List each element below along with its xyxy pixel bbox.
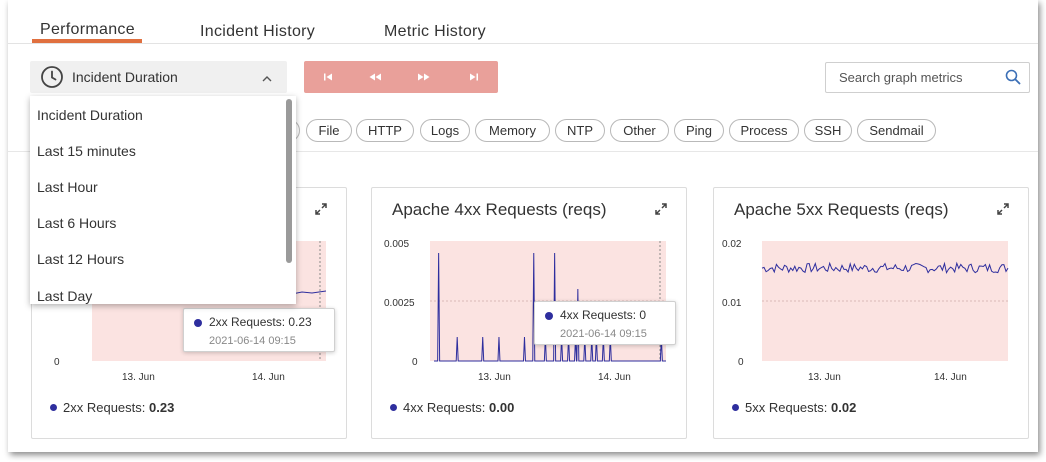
legend-label: 2xx Requests:	[63, 400, 146, 415]
chart-tooltip: 4xx Requests: 0 2021-06-14 09:15	[534, 301, 676, 345]
chart-title: Apache 5xx Requests (reqs)	[734, 200, 949, 219]
dropdown-scrollbar[interactable]	[286, 99, 292, 263]
skip-end-icon[interactable]	[467, 70, 481, 84]
duration-select-value: Incident Duration	[72, 69, 178, 85]
chip-ntp[interactable]: NTP	[555, 119, 605, 142]
chart-legend: 4xx Requests: 0.00	[390, 400, 514, 415]
duration-option-15min[interactable]: Last 15 minutes	[37, 143, 136, 159]
x-tick-label: 14. Jun	[934, 372, 967, 383]
expand-icon[interactable]	[996, 202, 1010, 221]
y-tick-label: 0.0025	[384, 298, 415, 309]
chip-file[interactable]: File	[306, 119, 352, 142]
y-tick-label: 0.005	[384, 239, 409, 250]
search-icon[interactable]	[1005, 69, 1021, 90]
chart-card-4xx: 0.005 0.0025 0 13. Jun 14. Jun Apache 4x…	[371, 187, 687, 439]
duration-option-12hours[interactable]: Last 12 Hours	[37, 251, 125, 267]
legend-value: 0.02	[831, 400, 857, 415]
x-tick-label: 13. Jun	[478, 372, 511, 383]
legend-marker	[732, 404, 739, 411]
chart-5xx: 0.02 0.01 0 13. Jun 14. Jun	[722, 239, 1009, 383]
fast-forward-icon[interactable]	[417, 70, 431, 84]
chip-sendmail[interactable]: Sendmail	[857, 119, 936, 142]
series-marker	[545, 312, 553, 320]
x-tick-label: 14. Jun	[252, 372, 285, 383]
y-tick-label: 0.01	[722, 298, 742, 309]
series-marker	[194, 319, 202, 327]
chip-logs[interactable]: Logs	[420, 119, 470, 142]
x-tick-label: 13. Jun	[122, 372, 155, 383]
y-tick-label: 0	[54, 357, 60, 368]
rewind-icon[interactable]	[368, 70, 382, 84]
chip-process[interactable]: Process	[729, 119, 799, 142]
tab-incident-history[interactable]: Incident History	[200, 23, 316, 40]
tab-metric-history[interactable]: Metric History	[384, 23, 486, 40]
y-tick-label: 0	[412, 357, 418, 368]
tooltip-value: 4xx Requests: 0	[560, 308, 647, 322]
skip-start-icon[interactable]	[321, 70, 335, 84]
duration-select[interactable]: Incident Duration	[30, 61, 287, 93]
series-4xx-line	[434, 252, 666, 362]
active-tab-indicator	[32, 39, 142, 43]
chip-ssh[interactable]: SSH	[804, 119, 852, 142]
tooltip-time: 2021-06-14 09:15	[560, 328, 647, 340]
metric-category-filters: File HTTP Logs Memory NTP Other Ping Pro…	[8, 110, 1038, 152]
duration-option-incident[interactable]: Incident Duration	[37, 107, 143, 123]
graph-metric-search	[825, 62, 1030, 93]
tab-performance[interactable]: Performance	[40, 21, 135, 38]
legend-value: 0.23	[149, 400, 175, 415]
chip-other[interactable]: Other	[610, 119, 669, 142]
y-tick-label: 0	[738, 357, 744, 368]
chart-tooltip: 2xx Requests: 0.23 2021-06-14 09:15	[183, 308, 335, 352]
duration-option-hour[interactable]: Last Hour	[37, 179, 98, 195]
duration-option-6hours[interactable]: Last 6 Hours	[37, 215, 117, 231]
chart-title: Apache 4xx Requests (reqs)	[392, 200, 607, 219]
expand-icon[interactable]	[314, 202, 328, 221]
series-5xx-line	[761, 261, 1009, 275]
y-tick-label: 0.02	[722, 239, 742, 250]
duration-option-day[interactable]: Last Day	[37, 288, 93, 304]
duration-dropdown: Incident Duration Last 15 minutes Last H…	[30, 96, 296, 304]
expand-icon[interactable]	[654, 202, 668, 221]
chart-legend: 2xx Requests: 0.23	[50, 400, 174, 415]
legend-label: 5xx Requests:	[745, 400, 828, 415]
clock-icon	[40, 65, 64, 94]
chart-legend: 5xx Requests: 0.02	[732, 400, 856, 415]
app-frame: Performance Incident History Metric Hist…	[8, 0, 1038, 452]
legend-label: 4xx Requests:	[403, 400, 486, 415]
chevron-up-icon	[261, 71, 273, 89]
search-input[interactable]	[827, 64, 997, 91]
legend-value: 0.00	[489, 400, 515, 415]
legend-marker	[50, 404, 57, 411]
playback-controls	[304, 61, 498, 93]
chart-card-5xx: 0.02 0.01 0 13. Jun 14. Jun Apache 5xx R…	[713, 187, 1029, 439]
chip-memory[interactable]: Memory	[475, 119, 550, 142]
x-tick-label: 13. Jun	[808, 372, 841, 383]
tooltip-value: 2xx Requests: 0.23	[209, 315, 312, 329]
tab-bar: Performance Incident History Metric Hist…	[8, 0, 1038, 44]
x-tick-label: 14. Jun	[598, 372, 631, 383]
legend-marker	[390, 404, 397, 411]
chip-ping[interactable]: Ping	[674, 119, 724, 142]
tooltip-time: 2021-06-14 09:15	[209, 335, 296, 347]
chip-http[interactable]: HTTP	[356, 119, 414, 142]
